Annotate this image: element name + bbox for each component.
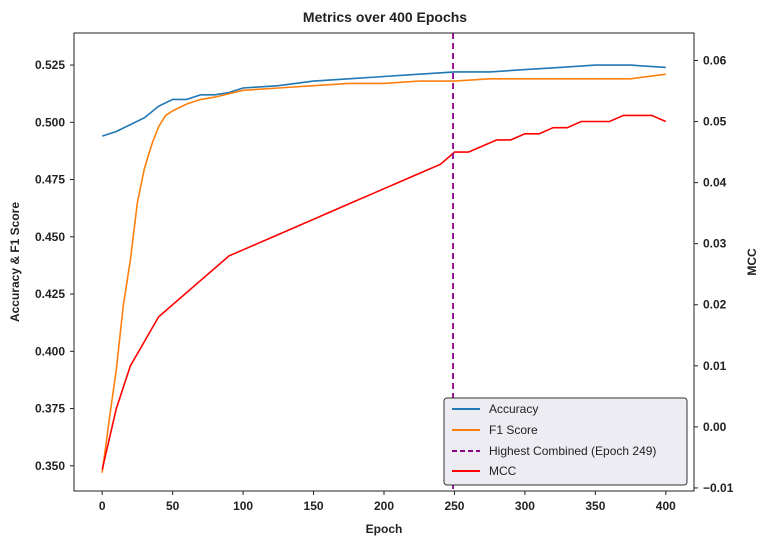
left-y-axis-label: Accuracy & F1 Score <box>8 202 22 322</box>
legend-label-accuracy: Accuracy <box>489 402 538 416</box>
legend: Accuracy F1 Score Highest Combined (Epoc… <box>443 397 688 486</box>
x-tick-label: 400 <box>656 499 676 513</box>
right-y-tick-label: 0.06 <box>703 53 727 67</box>
right-y-tick-label: −0.01 <box>703 481 734 495</box>
x-tick-label: 50 <box>166 499 180 513</box>
left-y-tick-label: 0.350 <box>35 459 65 473</box>
series-line-mcc <box>101 114 667 470</box>
x-tick-label: 100 <box>233 499 253 513</box>
legend-box <box>443 397 688 486</box>
legend-label-mcc: MCC <box>489 464 517 478</box>
right-y-axis-ticks: −0.01 0.00 0.01 0.02 0.03 0.04 0.05 0.06 <box>694 53 734 495</box>
right-y-tick-label: 0.01 <box>703 359 727 373</box>
x-tick-label: 350 <box>585 499 605 513</box>
x-tick-label: 150 <box>304 499 324 513</box>
x-axis-ticks: 0 50 100 150 200 250 300 350 400 <box>99 491 676 513</box>
left-y-tick-label: 0.475 <box>35 173 65 187</box>
right-y-tick-label: 0.02 <box>703 298 727 312</box>
left-y-tick-label: 0.425 <box>35 287 65 301</box>
x-tick-label: 0 <box>99 499 106 513</box>
x-axis-label: Epoch <box>366 522 403 536</box>
right-y-tick-label: 0.05 <box>703 115 727 129</box>
left-y-tick-label: 0.500 <box>35 115 65 129</box>
legend-label-f1: F1 Score <box>489 423 538 437</box>
x-tick-label: 250 <box>444 499 464 513</box>
left-y-tick-label: 0.400 <box>35 344 65 358</box>
series-line-accuracy <box>101 64 666 137</box>
legend-label-vline: Highest Combined (Epoch 249) <box>489 444 656 458</box>
left-y-tick-label: 0.525 <box>35 58 65 72</box>
x-tick-label: 300 <box>515 499 535 513</box>
left-y-axis-ticks: 0.350 0.375 0.400 0.425 0.450 0.475 0.500 0.525 <box>35 58 74 473</box>
x-tick-label: 200 <box>374 499 394 513</box>
left-y-tick-label: 0.375 <box>35 402 65 416</box>
right-y-tick-label: 0.00 <box>703 420 727 434</box>
right-y-tick-label: 0.03 <box>703 237 727 251</box>
left-y-tick-label: 0.450 <box>35 230 65 244</box>
chart-title: Metrics over 400 Epochs <box>303 9 467 25</box>
right-y-tick-label: 0.04 <box>703 176 727 190</box>
right-y-axis-label: MCC <box>745 248 759 276</box>
series-line-f1-score <box>101 73 666 473</box>
